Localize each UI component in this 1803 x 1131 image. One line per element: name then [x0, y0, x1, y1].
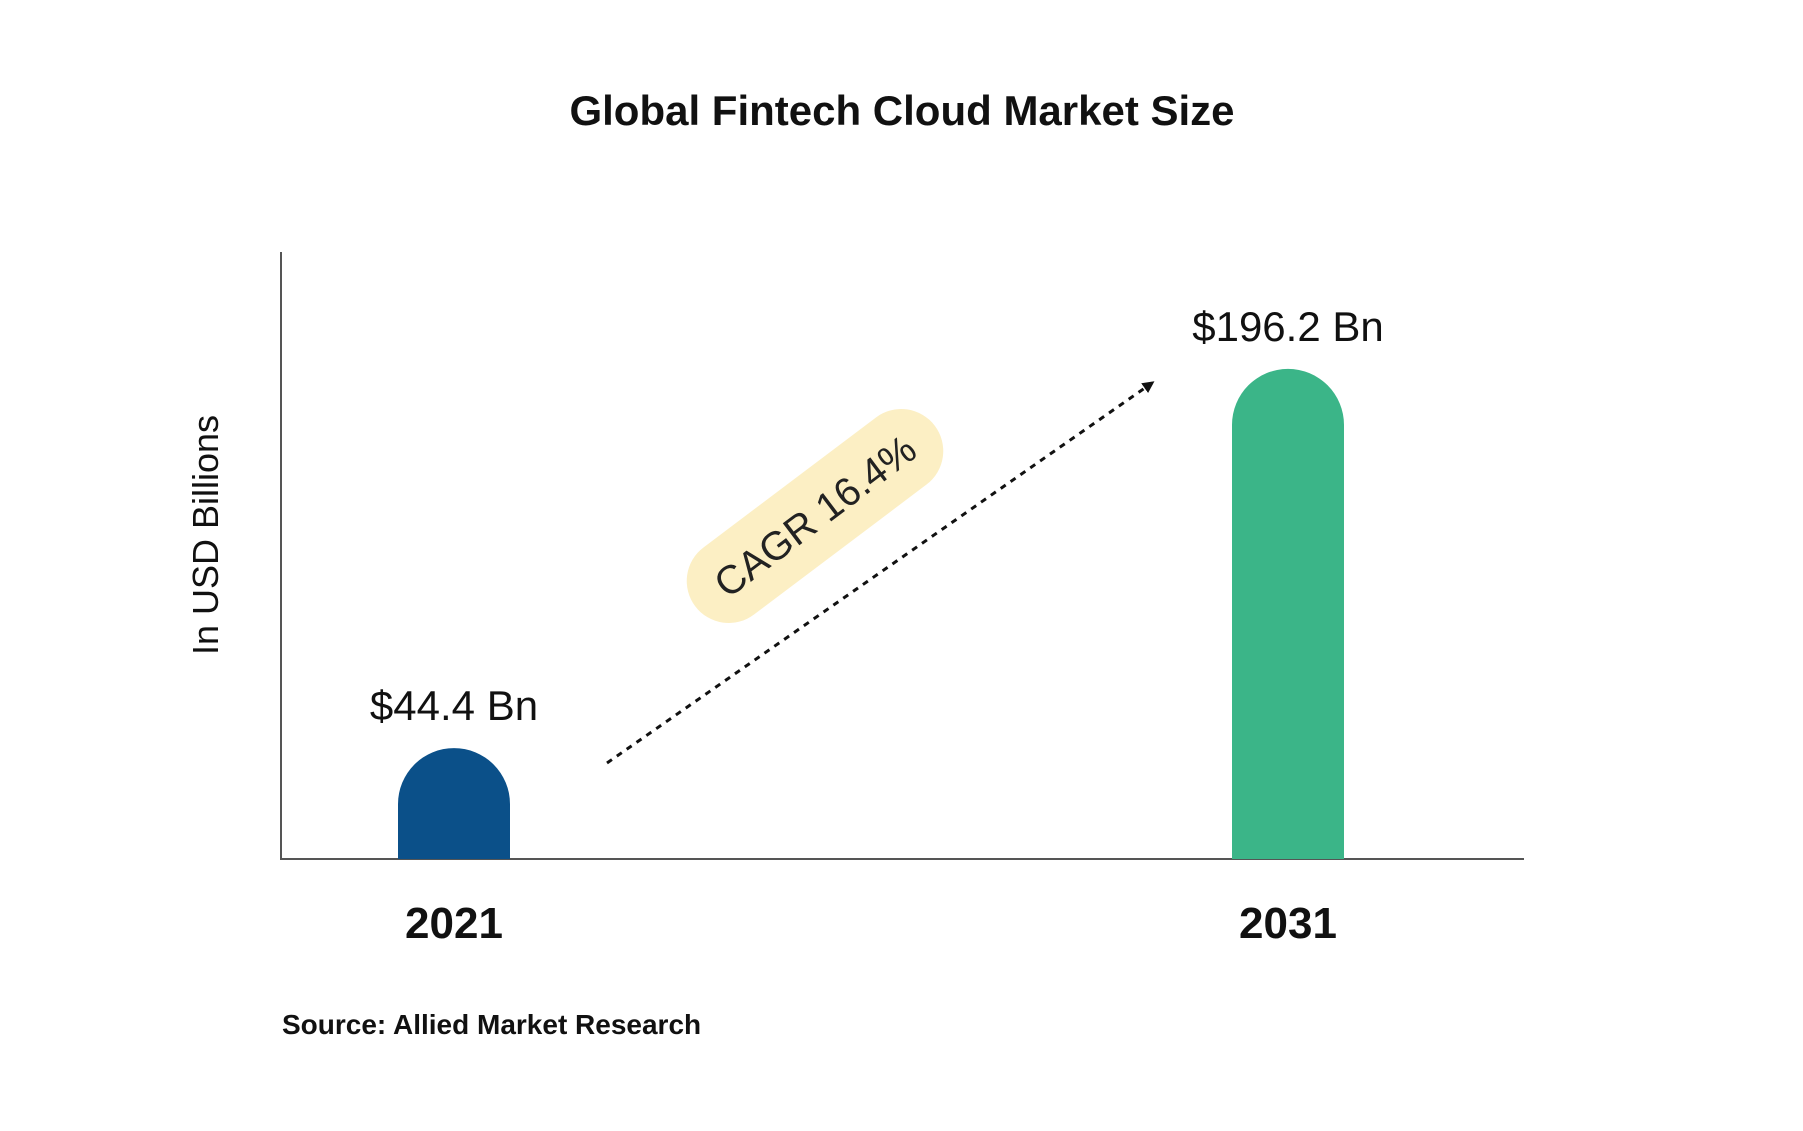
cagr-badge — [686, 409, 944, 623]
value-label-2031: $196.2 Bn — [1192, 303, 1384, 350]
x-tick-label-2021: 2021 — [405, 899, 503, 948]
chart-title: Global Fintech Cloud Market Size — [569, 87, 1234, 134]
cagr-label: CAGR 16.4% — [706, 427, 924, 607]
x-tick-label-2031: 2031 — [1239, 899, 1337, 948]
cagr-annotation: CAGR 16.4% — [686, 409, 944, 623]
source-note: Source: Allied Market Research — [282, 1009, 701, 1040]
bar-2031 — [1232, 368, 1345, 859]
y-axis-label: In USD Billions — [185, 415, 226, 655]
value-label-2021: $44.4 Bn — [370, 682, 538, 729]
bar-2021 — [398, 748, 510, 859]
growth-arrow — [606, 381, 1155, 765]
bars-group: $44.4 Bn 2021 $196.2 Bn 2031 — [370, 303, 1384, 948]
